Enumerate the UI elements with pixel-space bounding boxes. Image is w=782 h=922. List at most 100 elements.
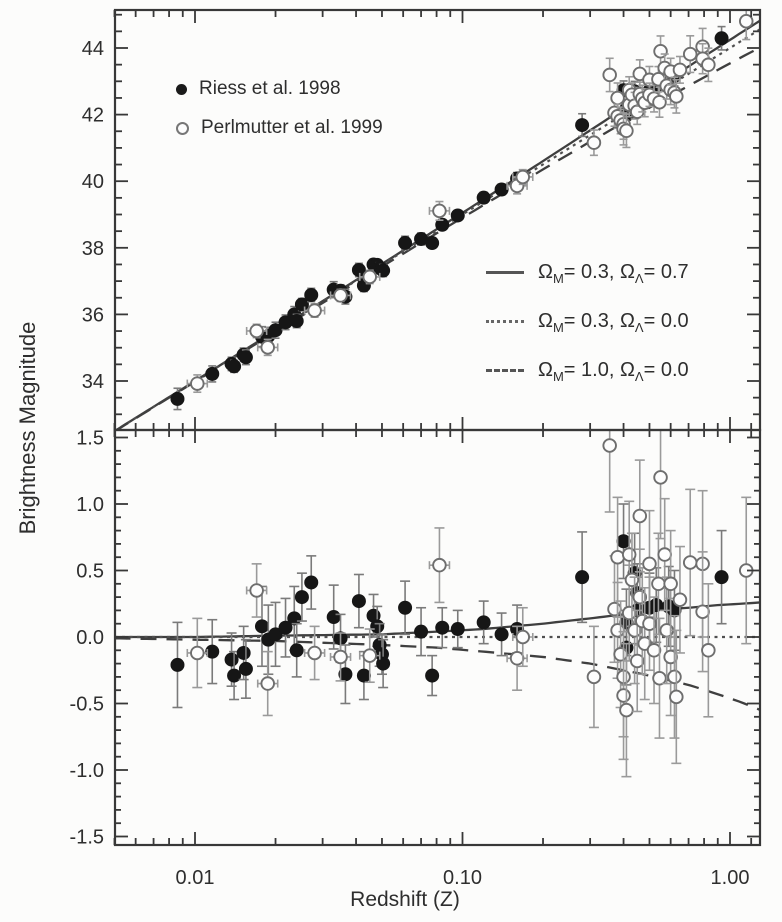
- data-point-open: [307, 303, 322, 318]
- data-point-filled: [236, 645, 251, 660]
- data-point-filled: [575, 118, 590, 133]
- filled-circle-icon: [176, 83, 187, 95]
- data-point-filled: [376, 263, 391, 278]
- data-point-open: [333, 288, 348, 303]
- tick-labels: 34 36 38 40 42 44 1.5 1.0 0.5 0.0 -0.5 -1.0 -1.5 0.01…: [70, 38, 750, 889]
- model-label: ΩM= 0.3, ΩΛ= 0.0: [538, 310, 689, 335]
- data-point-filled: [376, 656, 391, 671]
- data-point-open: [669, 689, 684, 705]
- top-panel: [115, 10, 760, 430]
- data-point-filled: [476, 615, 491, 630]
- data-point-filled: [714, 570, 729, 585]
- legend-label-riess: Riess et al. 1998: [199, 78, 341, 99]
- data-point-open: [629, 653, 645, 669]
- data-point-filled: [170, 657, 185, 672]
- data-point-open: [652, 94, 667, 110]
- data-point-open: [613, 647, 628, 662]
- data-point-open: [515, 629, 531, 645]
- data-point-filled: [450, 622, 465, 637]
- data-point-filled: [435, 217, 450, 232]
- data-point-open: [586, 669, 602, 685]
- data-point-open: [190, 645, 205, 661]
- data-point-open: [738, 13, 754, 29]
- svg-text:-1.0: -1.0: [70, 760, 104, 782]
- data-point-filled: [287, 611, 302, 626]
- legend-item-riess: Riess et al. 1998: [176, 74, 383, 104]
- data-point-filled: [205, 644, 220, 659]
- data-point-open: [307, 645, 322, 661]
- data-point-open: [652, 670, 667, 686]
- svg-text:36: 36: [82, 304, 104, 326]
- data-point-filled: [398, 235, 413, 250]
- data-point-filled: [254, 619, 269, 634]
- data-point-filled: [326, 610, 341, 625]
- data-point-filled: [414, 231, 429, 246]
- svg-text:-1.5: -1.5: [70, 827, 104, 849]
- svg-text:-0.5: -0.5: [70, 694, 104, 716]
- y-axis-label: Brightness Magnitude: [15, 321, 40, 535]
- data-point-open: [249, 323, 264, 339]
- svg-text:34: 34: [82, 371, 104, 393]
- data-point-filled: [224, 652, 239, 667]
- data-point-open: [669, 89, 684, 104]
- data-point-open: [249, 583, 264, 598]
- data-point-open: [619, 123, 634, 139]
- bottom-panel: [115, 430, 760, 778]
- data-point-open: [260, 340, 275, 355]
- svg-text:1.0: 1.0: [76, 494, 104, 516]
- data-point-open: [682, 555, 698, 570]
- data-point-open: [646, 643, 662, 658]
- data-point-open: [657, 547, 672, 562]
- data-point-open: [362, 648, 377, 663]
- data-point-filled: [205, 366, 220, 381]
- data-point-open: [695, 604, 710, 619]
- legend-item-perlmutter: Perlmutter et al. 1999: [176, 113, 383, 143]
- data-point-filled: [450, 208, 465, 223]
- data-point-open: [682, 46, 698, 62]
- data-point-open: [621, 605, 637, 621]
- data-point-open: [621, 547, 637, 562]
- data-point-filled: [238, 350, 253, 365]
- data-point-filled: [294, 590, 309, 605]
- data-point-open: [624, 572, 640, 588]
- svg-text:0.10: 0.10: [443, 867, 482, 889]
- data-point-filled: [170, 391, 185, 406]
- svg-text:44: 44: [82, 38, 104, 60]
- data-point-filled: [304, 575, 319, 590]
- legend-label-perlmutter: Perlmutter et al. 1999: [201, 117, 383, 138]
- data-point-open: [619, 702, 634, 718]
- data-point-filled: [494, 627, 509, 642]
- svg-text:1.5: 1.5: [76, 428, 104, 450]
- data-point-filled: [351, 262, 366, 277]
- data-point-open: [509, 651, 525, 666]
- model-legend: ΩM= 0.3, ΩΛ= 0.7 ΩM= 0.3, ΩΛ= 0.0 ΩM= 1.…: [486, 256, 689, 403]
- axis-ticks: [113, 10, 760, 845]
- solid-line-icon: [486, 271, 524, 274]
- data-point-filled: [289, 643, 304, 658]
- data-point-open: [672, 592, 688, 608]
- svg-text:38: 38: [82, 238, 104, 260]
- data-point-open: [701, 643, 716, 658]
- data-point-filled: [414, 624, 429, 639]
- data-point-filled: [227, 359, 242, 374]
- data-point-filled: [714, 31, 729, 46]
- legend-item-model-lambda: ΩM= 0.3, ΩΛ= 0.7: [486, 256, 689, 289]
- data-point-filled: [356, 668, 371, 683]
- dotted-line-icon: [486, 320, 524, 323]
- data-point-open: [602, 438, 617, 453]
- data-point-open: [607, 601, 622, 617]
- data-point-open: [432, 203, 447, 219]
- data-point-filled: [227, 668, 242, 683]
- x-axis-label: Redshift (Z): [350, 888, 460, 911]
- data-point-open: [610, 623, 625, 638]
- data-point-filled: [494, 182, 509, 197]
- model-label: ΩM= 1.0, ΩΛ= 0.0: [538, 359, 689, 384]
- data-point-filled: [278, 620, 293, 635]
- svg-text:0.0: 0.0: [76, 627, 104, 649]
- data-point-open: [651, 576, 666, 592]
- data-point-filled: [338, 667, 353, 682]
- data-point-filled: [268, 627, 283, 642]
- data-point-filled: [425, 236, 440, 251]
